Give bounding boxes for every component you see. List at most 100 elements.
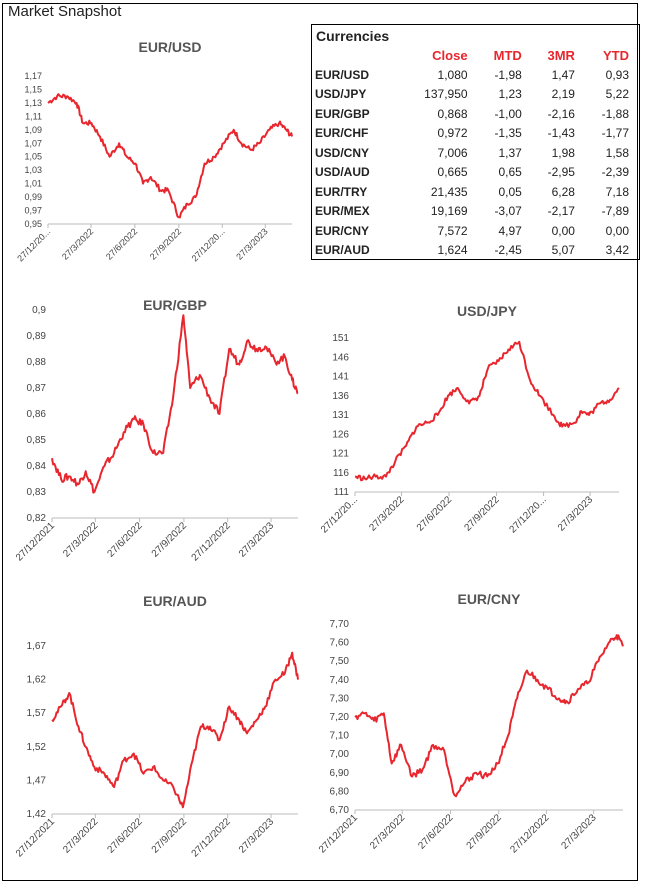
snapshot-frame — [2, 3, 638, 881]
chart-usdjpy: USD/JPY 151 146 141 136 131 126 121 116 111 27/12/… — [315, 290, 635, 585]
ytd-value: 5,22 — [605, 87, 629, 102]
table-row: USD/JPY 137,950 1,23 2,19 5,22 — [312, 85, 639, 105]
y-tick-label: 0,87 — [27, 383, 47, 394]
x-tick-label: 27/3/2023 — [234, 226, 269, 261]
chart-eurgbp-svg: EUR/GBP 0,9 0,89 0,88 0,87 0,86 0,85 0,84 0,83 0,… — [14, 297, 299, 564]
x-tick-label: 27/9/2022 — [148, 226, 183, 261]
y-tick-label: 0,86 — [27, 409, 47, 420]
x-tick-label: 27/12/2021 — [14, 816, 57, 859]
table-row: EUR/GBP 0,868 -1,00 -2,16 -1,88 — [312, 104, 639, 124]
ytd-value: 7,18 — [605, 184, 629, 199]
y-tick-label: 1,15 — [24, 84, 42, 94]
x-tick-label: 27/6/2022 — [415, 494, 455, 534]
series-line — [47, 93, 293, 219]
y-tick-label: 1,05 — [24, 152, 42, 162]
chart-eurcny: EUR/CNY 7,70 7,60 7,50 7,40 7,30 7,20 7,10 7,00 6… — [315, 588, 635, 885]
x-tick-label: 27/12/20... — [190, 226, 227, 263]
ytd-value: 1,58 — [605, 145, 629, 160]
y-tick-label: 1,07 — [24, 138, 42, 148]
3mr-value: 0,00 — [551, 223, 575, 238]
y-tick-label: 0,82 — [27, 513, 47, 524]
y-tick-label: 1,47 — [27, 775, 47, 786]
table-row: EUR/CHF 0,972 -1,35 -1,43 -1,77 — [312, 124, 639, 144]
currency-pair: EUR/GBP — [315, 106, 370, 121]
chart-eurcny-svg: EUR/CNY 7,70 7,60 7,50 7,40 7,30 7,20 7,10 7,00 6… — [317, 591, 624, 856]
y-tick-label: 146 — [332, 352, 349, 363]
table-row: USD/AUD 0,665 0,65 -2,95 -2,39 — [312, 163, 639, 183]
x-tick-label: 27/3/2023 — [556, 494, 596, 534]
mtd-value: 1,23 — [498, 87, 522, 102]
y-tick-label: 0,89 — [27, 331, 47, 342]
chart-usdjpy-svg: USD/JPY15114614113613112612111611127/12/… — [319, 303, 620, 536]
y-tick-label: 1,62 — [27, 675, 47, 686]
mtd-value: 1,37 — [498, 145, 522, 160]
y-tick-label: 0,99 — [24, 192, 42, 202]
series-line — [51, 651, 299, 809]
y-tick-label: 7,30 — [330, 693, 350, 704]
y-tick-label: 1,17 — [24, 71, 42, 81]
close-value: 0,868 — [437, 106, 468, 121]
3mr-value: 1,47 — [551, 67, 575, 82]
y-tick-label: 6,80 — [330, 786, 350, 797]
mtd-value: 0,05 — [498, 184, 522, 199]
ytd-value: 0,00 — [605, 223, 629, 238]
close-value: 1,080 — [437, 67, 468, 82]
y-tick-label: 7,00 — [330, 749, 350, 760]
currency-pair: EUR/AUD — [315, 243, 370, 258]
chart-title: EUR/CNY — [457, 591, 521, 607]
series-line — [354, 634, 624, 798]
y-tick-label: 131 — [332, 410, 349, 421]
chart-eurgbp: EUR/GBP 0,9 0,89 0,88 0,87 0,86 0,85 0,84 0,83 0,… — [0, 290, 310, 585]
table-row: EUR/MEX 19,169 -3,07 -2,17 -7,89 — [312, 202, 639, 222]
y-tick-label: 136 — [332, 391, 349, 402]
mtd-value: -1,98 — [494, 67, 522, 82]
x-tick-label: 27/6/2022 — [105, 816, 145, 856]
currency-pair: USD/JPY — [315, 87, 367, 102]
currencies-header-row: Close MTD 3MR YTD — [312, 45, 639, 65]
mtd-value: -1,35 — [494, 126, 522, 141]
mtd-value: -2,45 — [494, 243, 522, 258]
y-tick-label: 0,85 — [27, 435, 47, 446]
chart-euraud-svg: EUR/AUD1,671,621,571,521,471,4227/12/202… — [14, 593, 299, 860]
y-tick-label: 111 — [334, 487, 350, 498]
x-tick-label: 27/12/20... — [15, 226, 52, 263]
x-tick-label: 27/3/2022 — [61, 816, 101, 856]
currency-pair: EUR/USD — [315, 67, 370, 82]
y-tick-label: 121 — [332, 449, 349, 460]
mtd-value: 4,97 — [498, 223, 522, 238]
x-tick-label: 27/12/2022 — [508, 812, 551, 855]
ytd-value: -1,77 — [601, 126, 629, 141]
mtd-value: -1,00 — [494, 106, 522, 121]
chart-title: EUR/AUD — [143, 593, 207, 609]
mtd-value: -3,07 — [494, 204, 522, 219]
x-tick-label: 27/3/2022 — [367, 494, 407, 534]
y-tick-label: 1,67 — [27, 641, 47, 652]
x-tick-label: 27/12/2022 — [190, 520, 233, 563]
currency-pair: EUR/CHF — [315, 126, 369, 141]
x-tick-label: 27/12/2022 — [190, 816, 233, 859]
x-tick-label: 27/12/2021 — [14, 520, 57, 563]
y-tick-label: 1,01 — [24, 179, 42, 189]
3mr-value: -2,16 — [547, 106, 575, 121]
3mr-value: 5,07 — [551, 243, 575, 258]
close-value: 137,950 — [424, 87, 468, 102]
ytd-value: -1,88 — [601, 106, 629, 121]
3mr-value: 1,98 — [551, 145, 575, 160]
header-ytd: YTD — [603, 47, 629, 63]
y-tick-label: 126 — [332, 429, 349, 440]
close-value: 21,435 — [430, 184, 468, 199]
series-line — [354, 340, 620, 482]
x-tick-label: 27/3/2023 — [237, 520, 277, 560]
ytd-value: -2,39 — [601, 165, 629, 180]
currency-pair: EUR/MEX — [315, 204, 370, 219]
mtd-value: 0,65 — [498, 165, 522, 180]
ytd-value: -7,89 — [601, 204, 629, 219]
y-tick-label: 1,57 — [27, 708, 47, 719]
y-tick-label: 0,95 — [24, 219, 42, 229]
close-value: 1,624 — [437, 243, 468, 258]
y-tick-label: 6,90 — [330, 768, 350, 779]
currency-pair: EUR/TRY — [315, 184, 368, 199]
y-tick-label: 0,9 — [32, 305, 46, 316]
y-tick-label: 7,50 — [330, 656, 350, 667]
y-tick-label: 141 — [332, 372, 349, 383]
